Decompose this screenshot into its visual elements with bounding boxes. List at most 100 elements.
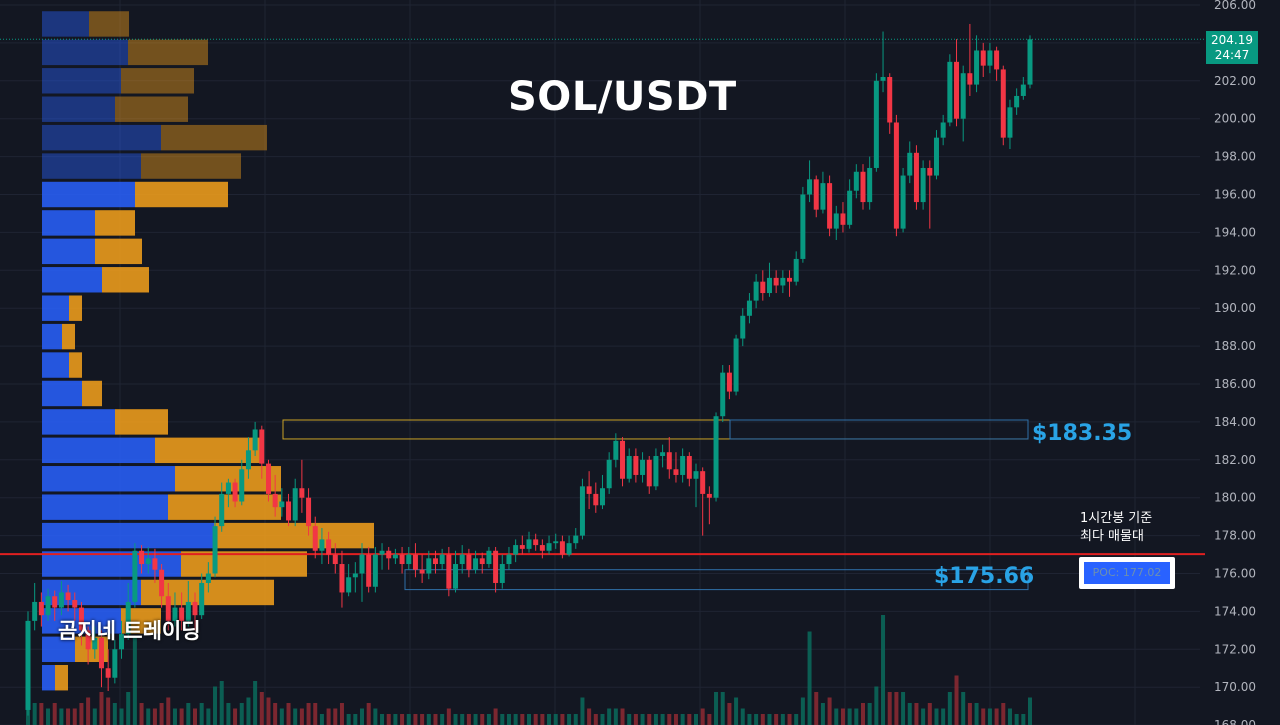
y-tick-label: 182.00 — [1214, 453, 1256, 467]
y-tick-label: 186.00 — [1214, 377, 1256, 391]
candle-body — [559, 541, 565, 555]
volume-bar — [707, 714, 712, 725]
volume-bar — [974, 703, 979, 725]
vp-sell-bar — [214, 522, 374, 549]
candle-body — [432, 558, 438, 565]
candle-body — [199, 582, 205, 616]
candle-body — [185, 601, 191, 621]
level-label-high: $183.35 — [1032, 421, 1133, 446]
volume-bar — [1007, 708, 1012, 725]
vp-buy-bar — [42, 267, 102, 293]
volume-bar — [573, 714, 578, 725]
volume-bar — [132, 637, 137, 725]
candle-body — [172, 607, 178, 621]
candle-body — [1027, 39, 1033, 85]
volume-bar — [139, 703, 144, 725]
candle-body — [526, 539, 532, 549]
vp-sell-bar — [95, 210, 135, 236]
volume-bar — [193, 708, 197, 725]
candle-body — [726, 372, 732, 392]
candle-body — [873, 80, 879, 168]
candle-body — [272, 493, 278, 508]
candle-body — [546, 543, 552, 551]
candle-body — [927, 167, 933, 176]
candle-body — [286, 501, 292, 521]
volume-bar — [99, 692, 104, 725]
volume-bar — [1021, 714, 1026, 725]
volume-bar — [1001, 703, 1006, 725]
volume-bar — [446, 708, 451, 725]
volume-bar — [694, 714, 698, 725]
current-price-value: 204.19 — [1211, 33, 1253, 47]
candle-body — [145, 558, 151, 565]
candle-body — [473, 558, 479, 570]
vp-sell-bar — [135, 181, 228, 208]
candle-body — [566, 543, 572, 555]
candle-body — [1007, 107, 1013, 138]
candle-body — [499, 564, 505, 583]
volume-bar — [172, 708, 177, 725]
volume-bar — [299, 708, 304, 725]
candle-body — [265, 463, 271, 494]
volume-bar — [253, 681, 258, 725]
level-zones — [0, 419, 1205, 591]
volume-bar — [961, 692, 966, 725]
volume-bar — [1014, 714, 1019, 725]
volume-bar — [934, 708, 939, 725]
volume-bar — [547, 714, 552, 725]
candle-body — [867, 167, 873, 203]
candle-body — [847, 190, 853, 225]
volume-bar — [213, 686, 218, 725]
volume-bar — [600, 714, 605, 725]
vp-buy-bar — [42, 153, 141, 179]
candle-body — [940, 122, 946, 138]
volume-bar — [186, 703, 191, 725]
candle-body — [105, 668, 111, 678]
vp-sell-bar — [181, 551, 307, 577]
candle-body — [593, 493, 599, 506]
candle-body — [519, 545, 525, 549]
volume-bar — [687, 714, 692, 725]
candle-body — [453, 564, 459, 589]
volume-bar — [914, 703, 919, 725]
vp-buy-bar — [42, 68, 121, 94]
candle-body — [339, 564, 345, 593]
volume-bar — [553, 714, 558, 725]
volume-bar — [59, 708, 64, 725]
candle-body — [38, 601, 44, 616]
current-price-badge: 204.19 24:47 — [1206, 31, 1258, 64]
volume-bar — [466, 714, 471, 725]
candle-body — [539, 545, 545, 551]
vp-sell-bar — [55, 665, 68, 691]
volume-bar — [319, 714, 324, 725]
volume-bar — [901, 692, 906, 725]
candle-body — [299, 488, 305, 498]
volume-bar — [827, 697, 832, 725]
candle-body — [646, 459, 652, 487]
vp-buy-bar — [42, 39, 128, 66]
vp-buy-bar — [42, 96, 115, 122]
candle-body — [680, 456, 686, 475]
volume-bar — [820, 703, 825, 725]
vp-buy-bar — [42, 437, 155, 464]
candle-body — [733, 338, 739, 392]
candle-body — [399, 554, 405, 565]
volume-bar — [834, 708, 839, 725]
volume-bar — [420, 714, 425, 725]
volume-bar — [112, 703, 117, 725]
candle-body — [579, 486, 585, 536]
candle-body — [820, 183, 826, 210]
volume-bar — [306, 703, 311, 725]
volume-bar — [854, 708, 859, 725]
candle-body — [292, 488, 298, 521]
candle-body — [459, 554, 465, 565]
volume-bar — [627, 714, 632, 725]
candle-body — [78, 607, 84, 631]
volume-bar — [486, 714, 491, 725]
volume-bar — [894, 692, 899, 725]
candle-body — [32, 601, 38, 621]
vp-sell-bar — [89, 11, 129, 37]
volume-bar — [700, 708, 705, 725]
candle-body — [392, 554, 398, 559]
